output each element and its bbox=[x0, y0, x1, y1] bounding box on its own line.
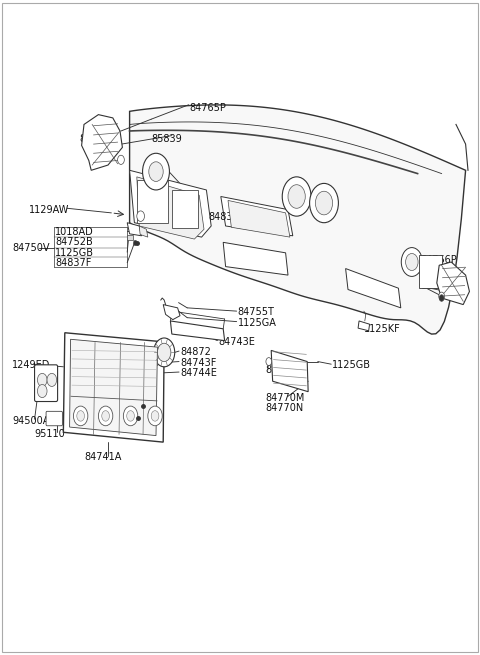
Circle shape bbox=[127, 411, 134, 421]
Circle shape bbox=[310, 183, 338, 223]
Polygon shape bbox=[221, 196, 293, 236]
Circle shape bbox=[102, 411, 109, 421]
Text: 84770N: 84770N bbox=[265, 403, 304, 413]
Text: 84743F: 84743F bbox=[180, 358, 216, 368]
Text: 1018AD: 1018AD bbox=[55, 227, 94, 237]
Polygon shape bbox=[346, 269, 401, 308]
Polygon shape bbox=[130, 170, 211, 237]
Polygon shape bbox=[70, 339, 157, 436]
Text: 84765P: 84765P bbox=[190, 103, 227, 113]
Circle shape bbox=[73, 406, 88, 426]
Circle shape bbox=[157, 343, 171, 362]
Polygon shape bbox=[437, 262, 469, 305]
Text: 85839: 85839 bbox=[126, 413, 156, 423]
Text: 84770M: 84770M bbox=[265, 392, 305, 403]
Circle shape bbox=[37, 384, 47, 398]
Circle shape bbox=[266, 358, 272, 365]
Text: 84741A: 84741A bbox=[84, 452, 121, 462]
Text: 1125GB: 1125GB bbox=[332, 360, 371, 371]
Polygon shape bbox=[130, 105, 466, 334]
Circle shape bbox=[37, 373, 47, 386]
Circle shape bbox=[439, 292, 444, 300]
Circle shape bbox=[154, 338, 175, 367]
Circle shape bbox=[288, 185, 305, 208]
Text: 1249ED: 1249ED bbox=[12, 360, 50, 371]
Text: 1018AD: 1018AD bbox=[126, 423, 165, 434]
Polygon shape bbox=[137, 177, 204, 239]
Polygon shape bbox=[228, 200, 290, 237]
Text: 84766P: 84766P bbox=[420, 255, 457, 265]
Circle shape bbox=[315, 191, 333, 215]
Circle shape bbox=[133, 240, 137, 246]
Text: 1125KF: 1125KF bbox=[364, 324, 401, 334]
Circle shape bbox=[123, 406, 138, 426]
Text: 84744E: 84744E bbox=[180, 368, 217, 379]
Polygon shape bbox=[271, 350, 308, 392]
Circle shape bbox=[151, 411, 159, 421]
Text: 84755T: 84755T bbox=[238, 307, 275, 318]
Text: 1129AW: 1129AW bbox=[29, 204, 69, 215]
Circle shape bbox=[282, 177, 311, 216]
Text: 1125GA: 1125GA bbox=[238, 318, 276, 328]
Circle shape bbox=[148, 406, 162, 426]
FancyBboxPatch shape bbox=[127, 235, 133, 240]
Circle shape bbox=[47, 373, 57, 386]
Polygon shape bbox=[223, 242, 288, 275]
Text: 85839: 85839 bbox=[420, 281, 451, 291]
Circle shape bbox=[137, 211, 144, 221]
Text: 85839: 85839 bbox=[265, 365, 296, 375]
FancyBboxPatch shape bbox=[419, 255, 442, 288]
Text: 85839: 85839 bbox=[151, 134, 182, 144]
FancyBboxPatch shape bbox=[145, 360, 157, 365]
Text: 84752B: 84752B bbox=[55, 237, 93, 248]
FancyBboxPatch shape bbox=[137, 180, 168, 223]
Text: 1125GB: 1125GB bbox=[55, 248, 94, 258]
FancyBboxPatch shape bbox=[35, 365, 58, 402]
Circle shape bbox=[401, 248, 422, 276]
Circle shape bbox=[144, 369, 151, 378]
Text: 95110: 95110 bbox=[35, 429, 65, 440]
Circle shape bbox=[439, 295, 444, 301]
Polygon shape bbox=[139, 226, 148, 237]
Text: 84837F: 84837F bbox=[55, 258, 92, 269]
Circle shape bbox=[98, 406, 113, 426]
Polygon shape bbox=[163, 305, 180, 320]
Circle shape bbox=[77, 411, 84, 421]
Text: 84743E: 84743E bbox=[218, 337, 255, 347]
Circle shape bbox=[406, 253, 418, 271]
FancyBboxPatch shape bbox=[172, 190, 198, 228]
Circle shape bbox=[149, 162, 163, 181]
Circle shape bbox=[118, 155, 124, 164]
Polygon shape bbox=[170, 321, 225, 341]
Text: 84750V: 84750V bbox=[12, 242, 49, 253]
FancyBboxPatch shape bbox=[46, 411, 62, 426]
Polygon shape bbox=[127, 223, 142, 236]
Text: 85261B: 85261B bbox=[79, 134, 117, 144]
Polygon shape bbox=[82, 115, 122, 170]
Text: 84872: 84872 bbox=[180, 347, 211, 358]
Polygon shape bbox=[358, 321, 370, 331]
Polygon shape bbox=[63, 333, 164, 442]
Text: 84835E: 84835E bbox=[209, 212, 246, 223]
Circle shape bbox=[143, 153, 169, 190]
Text: 94500A: 94500A bbox=[12, 415, 49, 426]
